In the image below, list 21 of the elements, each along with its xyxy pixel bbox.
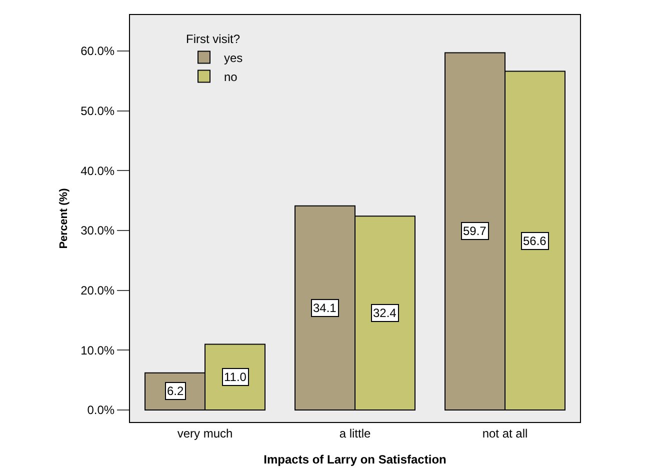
x-axis-title: Impacts of Larry on Satisfaction: [264, 452, 446, 466]
legend-label: no: [224, 70, 238, 84]
y-tick-label: 20.0%: [80, 284, 115, 298]
x-tick-label: not at all: [482, 426, 528, 440]
data-label: 56.6: [523, 234, 547, 248]
data-label: 11.0: [224, 370, 247, 384]
data-label: 32.4: [373, 306, 397, 320]
y-tick-label: 50.0%: [80, 104, 115, 118]
y-tick-label: 30.0%: [80, 224, 115, 238]
x-tick-label: very much: [177, 426, 233, 440]
legend-title: First visit?: [186, 32, 240, 46]
y-tick-label: 0.0%: [87, 403, 115, 418]
y-tick-label: 60.0%: [80, 44, 115, 58]
data-label: 34.1: [313, 301, 337, 315]
y-axis-title: Percent (%): [58, 188, 70, 249]
legend-label: yes: [224, 50, 243, 65]
y-tick-label: 40.0%: [80, 164, 115, 178]
data-label: 6.2: [167, 384, 184, 398]
y-tick-label: 10.0%: [80, 343, 115, 358]
data-label: 59.7: [463, 224, 487, 238]
x-tick-label: a little: [339, 426, 371, 440]
